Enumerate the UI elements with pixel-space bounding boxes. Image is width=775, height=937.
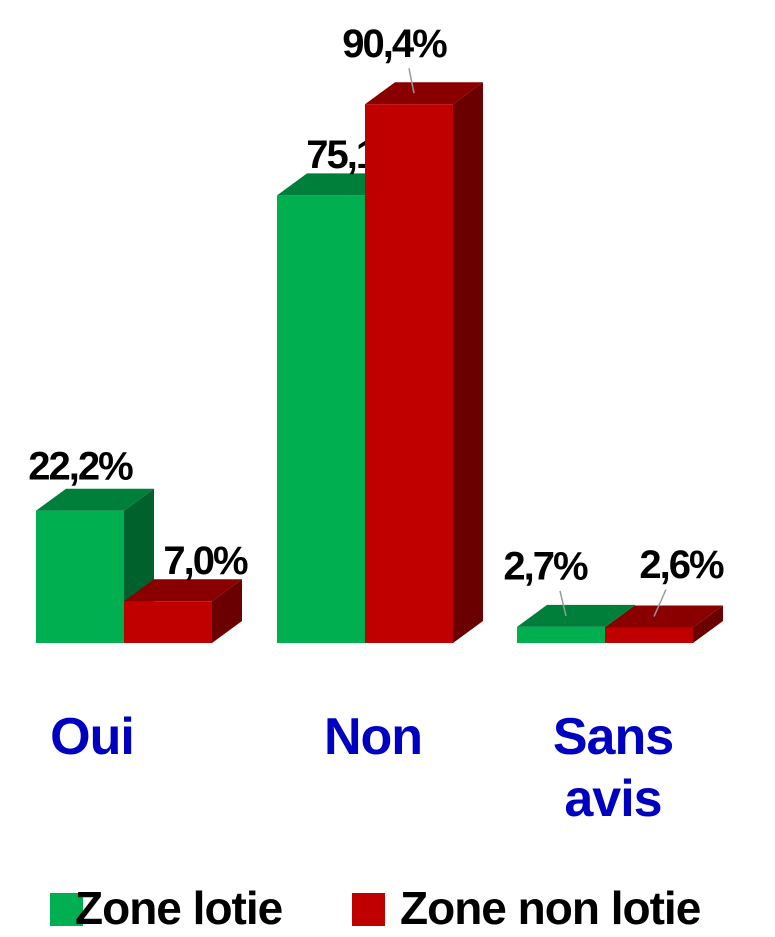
legend-label: Zone lotie [75, 882, 283, 934]
category-label: Oui [50, 708, 135, 766]
value-label: 2,6% [639, 543, 724, 587]
legend-swatch [352, 893, 385, 926]
bar-top [605, 605, 723, 628]
bar-top [36, 488, 154, 511]
bar-top [365, 82, 483, 105]
category-label: Non [323, 708, 423, 766]
bar [365, 104, 453, 643]
category-label: Sans avis [552, 708, 674, 828]
bar [277, 195, 365, 644]
bar [605, 627, 693, 643]
legend-label: Zone non lotie [400, 882, 701, 934]
bar [124, 601, 212, 643]
bar-side [453, 82, 483, 643]
bar-top [124, 579, 242, 602]
value-label: 2,7% [503, 544, 588, 588]
bar-side [212, 579, 242, 643]
value-label: 7,0% [163, 539, 248, 583]
leader-line [559, 590, 567, 617]
value-label: 22,2% [28, 444, 133, 488]
bar [36, 510, 124, 643]
legend-swatch [50, 893, 83, 926]
bar-side [693, 605, 723, 643]
value-label: 90,4% [342, 22, 447, 66]
bar [517, 626, 605, 643]
bar-top [517, 604, 635, 627]
leader-line [408, 68, 415, 94]
leader-line [653, 589, 667, 617]
